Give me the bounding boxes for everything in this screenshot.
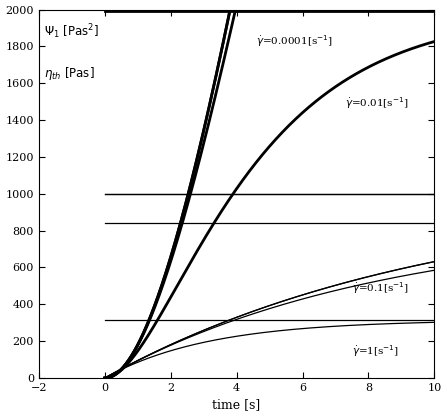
X-axis label: time [s]: time [s] xyxy=(212,399,261,412)
Text: $\dot{\gamma}$=1[s$^{-1}$]: $\dot{\gamma}$=1[s$^{-1}$] xyxy=(352,344,399,359)
Text: $\dot{\gamma}$=0.0001[s$^{-1}$]: $\dot{\gamma}$=0.0001[s$^{-1}$] xyxy=(257,33,333,49)
Text: $\Psi_1\ \mathrm{[Pas^2]}$: $\Psi_1\ \mathrm{[Pas^2]}$ xyxy=(44,23,99,41)
Text: $\eta_{th}\ \mathrm{[Pas]}$: $\eta_{th}\ \mathrm{[Pas]}$ xyxy=(44,65,94,82)
Text: $\dot{\gamma}$=0.01[s$^{-1}$]: $\dot{\gamma}$=0.01[s$^{-1}$] xyxy=(346,95,409,111)
Text: $\dot{\gamma}$=0.1[s$^{-1}$]: $\dot{\gamma}$=0.1[s$^{-1}$] xyxy=(352,280,409,296)
